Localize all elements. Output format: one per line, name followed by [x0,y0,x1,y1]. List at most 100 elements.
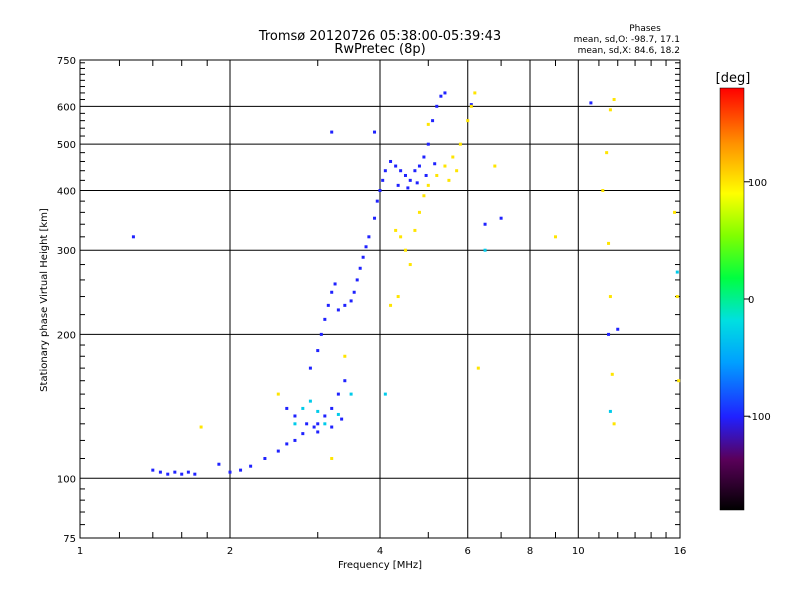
data-point [408,263,412,267]
data-point [293,414,297,418]
data-point [499,216,503,220]
data-point [483,222,487,226]
data-point [612,98,616,102]
data-point [217,462,221,466]
data-point [293,422,297,426]
data-point [443,164,447,168]
data-point [589,101,593,105]
data-point [422,194,426,198]
data-point [316,430,320,434]
data-point [413,169,417,173]
data-point [330,130,334,134]
x-tick-label: 6 [465,546,471,557]
data-point [361,255,365,259]
data-point [249,464,253,468]
data-point [403,248,407,252]
data-points [131,91,681,476]
colorbar-gradient [719,87,745,511]
data-point [364,245,368,249]
data-point [367,235,371,239]
data-point [285,406,289,410]
data-point [276,449,280,453]
data-point [675,270,679,274]
data-point [406,186,410,190]
data-point [394,228,398,232]
data-point [173,470,177,474]
data-point [186,470,190,474]
data-point [323,414,327,418]
legend-line-o: mean, sd,O: -98.7, 17.1 [574,35,680,45]
data-point [333,282,337,286]
data-point [466,119,470,123]
data-point [675,295,679,299]
data-point [343,354,347,358]
data-point [399,169,403,173]
y-tick-label: 300 [57,246,76,257]
data-point [455,169,459,173]
y-axis-label: Stationary phase Virtual Height [km] [39,208,50,392]
y-ticks: 75 100 200 300 400 500 600 750 [57,56,680,545]
x-axis-label: Frequency [MHz] [338,560,422,571]
colorbar-label: [deg] [716,71,751,86]
data-point [330,406,334,410]
data-point [323,317,327,321]
data-point [383,392,387,396]
data-point [422,155,426,159]
y-tick-label: 500 [57,140,76,151]
data-point [276,392,280,396]
data-point [435,104,439,108]
plot-area: 1 2 4 6 8 10 16 75 100 200 300 400 500 600 750 [57,56,686,557]
data-point [473,91,477,95]
data-point [451,155,455,159]
x-ticks: 1 2 4 6 8 10 16 [77,60,687,557]
data-point [493,164,497,168]
data-point [605,151,609,155]
data-point [476,366,480,370]
colorbar-tick-label: -100 [748,412,771,423]
data-point [389,303,393,307]
data-point [131,235,135,239]
data-point [553,235,557,239]
data-point [612,422,616,426]
data-point [394,164,398,168]
data-point [426,183,430,187]
data-point [396,183,400,187]
data-point [415,181,419,185]
data-point [349,392,353,396]
data-point [323,422,327,426]
data-point [319,332,323,336]
data-point [305,422,309,426]
data-point [433,162,437,166]
data-point [301,432,305,436]
x-tick-label: 10 [572,546,585,557]
data-point [358,266,362,270]
data-point [469,103,473,107]
y-tick-label: 200 [57,330,76,341]
data-point [355,278,359,282]
y-tick-label: 75 [63,534,76,545]
colorbar-tick-label: 0 [748,295,754,306]
data-point [381,178,385,182]
legend-title: Phases [629,24,661,34]
data-point [413,228,417,232]
colorbar-ticks: 100 0 -100 [744,178,771,423]
data-point [607,241,611,245]
x-tick-label: 2 [227,546,233,557]
data-point [608,409,612,413]
data-point [336,392,340,396]
data-point [426,122,430,126]
data-point [285,442,289,446]
x-tick-label: 16 [674,546,687,557]
data-point [443,91,447,95]
data-point [431,119,435,123]
data-point [343,379,347,383]
data-point [417,210,421,214]
data-point [608,295,612,299]
data-point [373,130,377,134]
data-point [610,372,614,376]
data-point [158,470,162,474]
data-point [389,159,393,163]
data-point [239,468,243,472]
legend-line-x: mean, sd,X: 84.6, 18.2 [578,46,680,56]
